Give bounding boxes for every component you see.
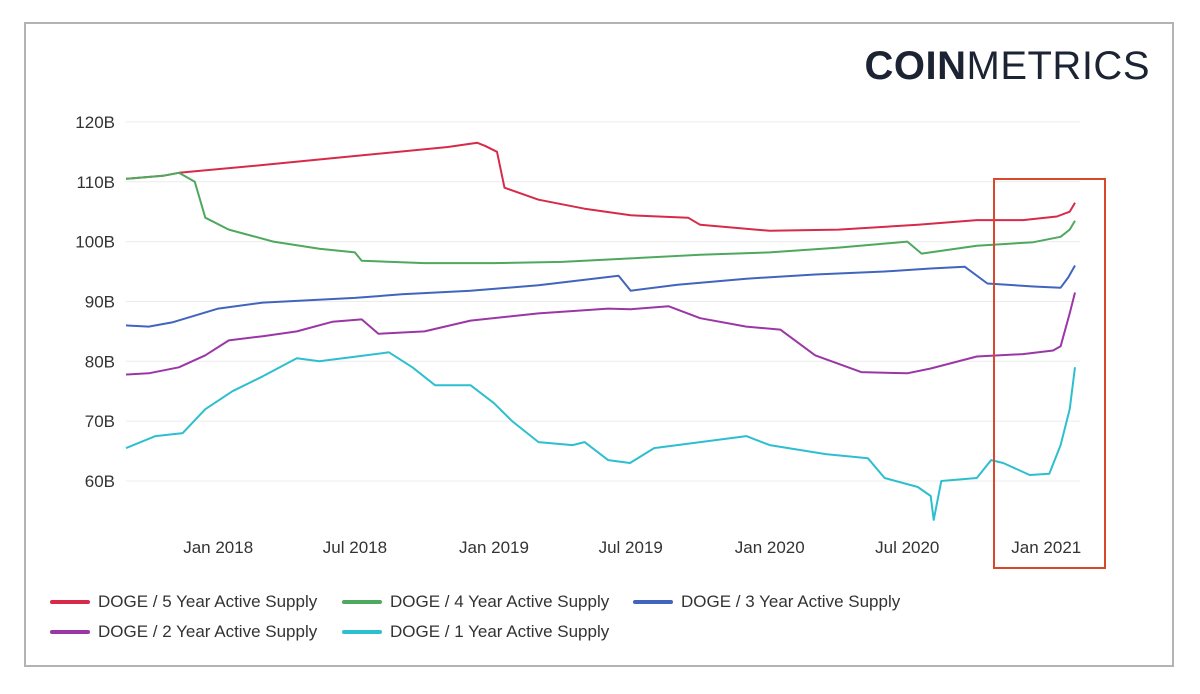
legend-label-one-year: DOGE / 1 Year Active Supply <box>390 622 610 641</box>
legend-item-two-year[interactable]: DOGE / 2 Year Active Supply <box>50 622 317 642</box>
legend-item-five-year[interactable]: DOGE / 5 Year Active Supply <box>50 592 317 612</box>
y-tick-label: 110B <box>77 173 115 192</box>
y-axis: 120B 110B 100B 90B 80B 70B 60B <box>75 113 115 491</box>
x-tick-label: Jul 2019 <box>599 538 663 557</box>
legend-swatch-three-year <box>633 600 673 604</box>
x-tick-label: Jan 2018 <box>183 538 253 557</box>
y-tick-label: 120B <box>75 113 115 132</box>
legend-label-five-year: DOGE / 5 Year Active Supply <box>98 592 318 611</box>
series-lines <box>125 141 1076 521</box>
series-line-three-year[interactable] <box>125 265 1076 328</box>
series-line-two-year[interactable] <box>125 292 1076 376</box>
legend-swatch-five-year <box>50 600 90 604</box>
y-tick-label: 70B <box>85 412 115 431</box>
y-tick-label: 60B <box>85 472 115 491</box>
x-tick-label: Jan 2021 <box>1011 538 1081 557</box>
legend-swatch-four-year <box>342 600 382 604</box>
coinmetrics-logo: COINMETRICS <box>865 44 1151 89</box>
x-axis: Jan 2018 Jul 2018 Jan 2019 Jul 2019 Jan 2020… <box>183 538 1081 557</box>
logo-light-text: METRICS <box>966 44 1150 88</box>
legend-item-three-year[interactable]: DOGE / 3 Year Active Supply <box>633 592 900 612</box>
legend-item-one-year[interactable]: DOGE / 1 Year Active Supply <box>342 622 609 642</box>
legend-label-four-year: DOGE / 4 Year Active Supply <box>390 592 610 611</box>
x-tick-label: Jan 2020 <box>735 538 805 557</box>
series-line-one-year[interactable] <box>125 351 1076 521</box>
legend-label-three-year: DOGE / 3 Year Active Supply <box>681 592 901 611</box>
legend-swatch-one-year <box>342 630 382 634</box>
legend-swatch-two-year <box>50 630 90 634</box>
series-line-five-year[interactable] <box>125 141 1076 232</box>
logo-bold-text: COIN <box>864 44 967 88</box>
series-line-four-year[interactable] <box>125 171 1076 265</box>
x-tick-label: Jul 2020 <box>875 538 939 557</box>
y-tick-label: 80B <box>85 352 115 371</box>
legend-item-four-year[interactable]: DOGE / 4 Year Active Supply <box>342 592 609 612</box>
x-tick-label: Jan 2019 <box>459 538 529 557</box>
y-tick-label: 100B <box>75 233 115 252</box>
highlight-box <box>993 178 1106 569</box>
x-tick-label: Jul 2018 <box>323 538 387 557</box>
y-tick-label: 90B <box>85 292 115 311</box>
legend-label-two-year: DOGE / 2 Year Active Supply <box>98 622 318 641</box>
chart-frame <box>24 22 1174 667</box>
